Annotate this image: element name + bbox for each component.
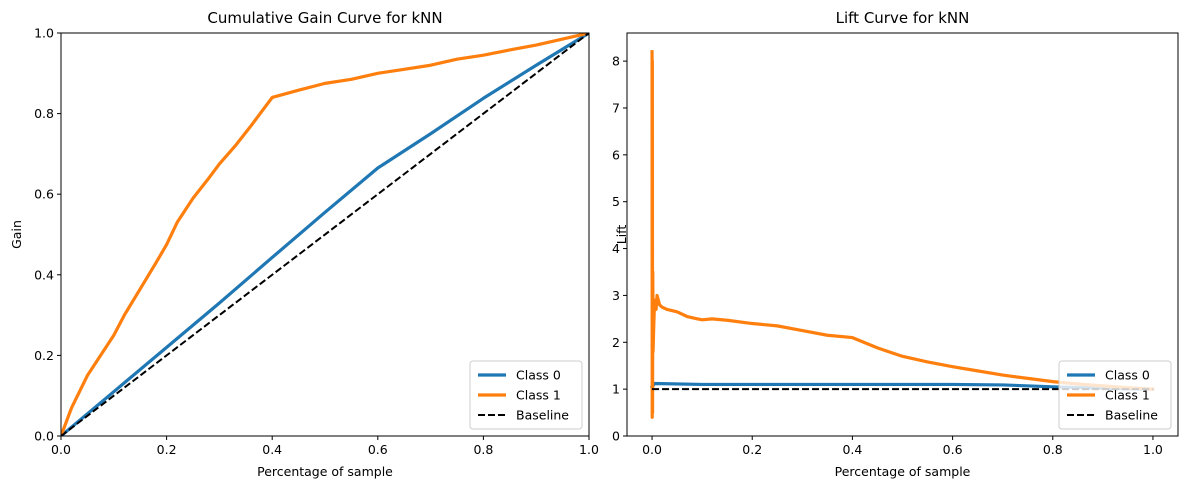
gain-x-tick-label: 0.2	[157, 442, 177, 457]
lift-y-tick-label: 5	[612, 194, 620, 209]
lift-y-tick-label: 0	[612, 429, 620, 444]
lift-series-class-1	[650, 50, 1155, 419]
lift-legend: Class 0 Class 1 Baseline	[1058, 360, 1172, 430]
lift-y-tick-label: 6	[612, 147, 620, 162]
lift-chart: 0.0 0.2 0.4 0.6 0.8 1.0 0 1 2 3 4 5 6 7 8 Lift Curve fo…	[612, 9, 1179, 479]
lift-axes-frame	[626, 32, 1179, 437]
gain-legend: Class 0 Class 1 Baseline	[469, 360, 583, 430]
lift-x-tick-label: 0.6	[943, 442, 963, 457]
gain-y-tick-label: 0.2	[34, 348, 54, 363]
lift-y-tick-label: 1	[612, 382, 620, 397]
gain-series-group	[61, 33, 589, 436]
gain-series-baseline	[61, 33, 589, 436]
gain-series-class-0	[61, 33, 589, 436]
gain-y-tick-label: 0.8	[34, 106, 54, 121]
gain-y-axis-label: Gain	[9, 220, 24, 249]
lift-x-tick-label: 0.8	[1043, 442, 1063, 457]
lift-x-tick-label: 1.0	[1143, 442, 1163, 457]
gain-x-tick-label: 0.0	[51, 442, 71, 457]
gain-x-tick-label: 1.0	[579, 442, 599, 457]
lift-legend-box	[1058, 360, 1172, 430]
gain-legend-label-baseline: Baseline	[516, 408, 569, 423]
lift-x-tick-label: 0.4	[842, 442, 862, 457]
lift-x-tick-label: 0.0	[642, 442, 662, 457]
gain-y-tick-label: 1.0	[34, 26, 54, 41]
gain-x-tick-label: 0.4	[262, 442, 282, 457]
gain-y-tick-label: 0.4	[34, 267, 54, 282]
lift-y-tick-label: 2	[612, 335, 620, 350]
lift-y-tick-label: 8	[612, 54, 620, 69]
lift-y-tick-label: 7	[612, 100, 620, 115]
gain-x-axis-label: Percentage of sample	[257, 464, 393, 479]
gain-series-class-1	[61, 33, 589, 436]
lift-legend-label-baseline: Baseline	[1105, 408, 1158, 423]
lift-x-tick-label: 0.2	[742, 442, 762, 457]
gain-axes-frame	[60, 32, 590, 437]
gain-legend-label-class-0: Class 0	[516, 368, 561, 383]
gain-legend-label-class-1: Class 1	[516, 388, 561, 403]
gain-chart: 0.0 0.2 0.4 0.6 0.8 1.0 0.0 0.2 0.4 0.6 0.8 1.0 Cumu…	[9, 9, 599, 479]
lift-y-tick-label: 3	[612, 288, 620, 303]
lift-y-axis-label: Lift	[614, 225, 629, 245]
lift-chart-title: Lift Curve for kNN	[836, 9, 970, 27]
lift-x-axis-label: Percentage of sample	[835, 464, 971, 479]
gain-x-tick-label: 0.6	[368, 442, 388, 457]
lift-legend-label-class-0: Class 0	[1105, 368, 1150, 383]
gain-legend-box	[469, 360, 583, 430]
lift-legend-label-class-1: Class 1	[1105, 388, 1150, 403]
lift-y-tick-label: 4	[612, 241, 620, 256]
gain-y-tick-label: 0.0	[34, 429, 54, 444]
gain-y-tick-label: 0.6	[34, 187, 54, 202]
gain-chart-title: Cumulative Gain Curve for kNN	[207, 9, 442, 27]
gain-x-tick-label: 0.8	[473, 442, 493, 457]
